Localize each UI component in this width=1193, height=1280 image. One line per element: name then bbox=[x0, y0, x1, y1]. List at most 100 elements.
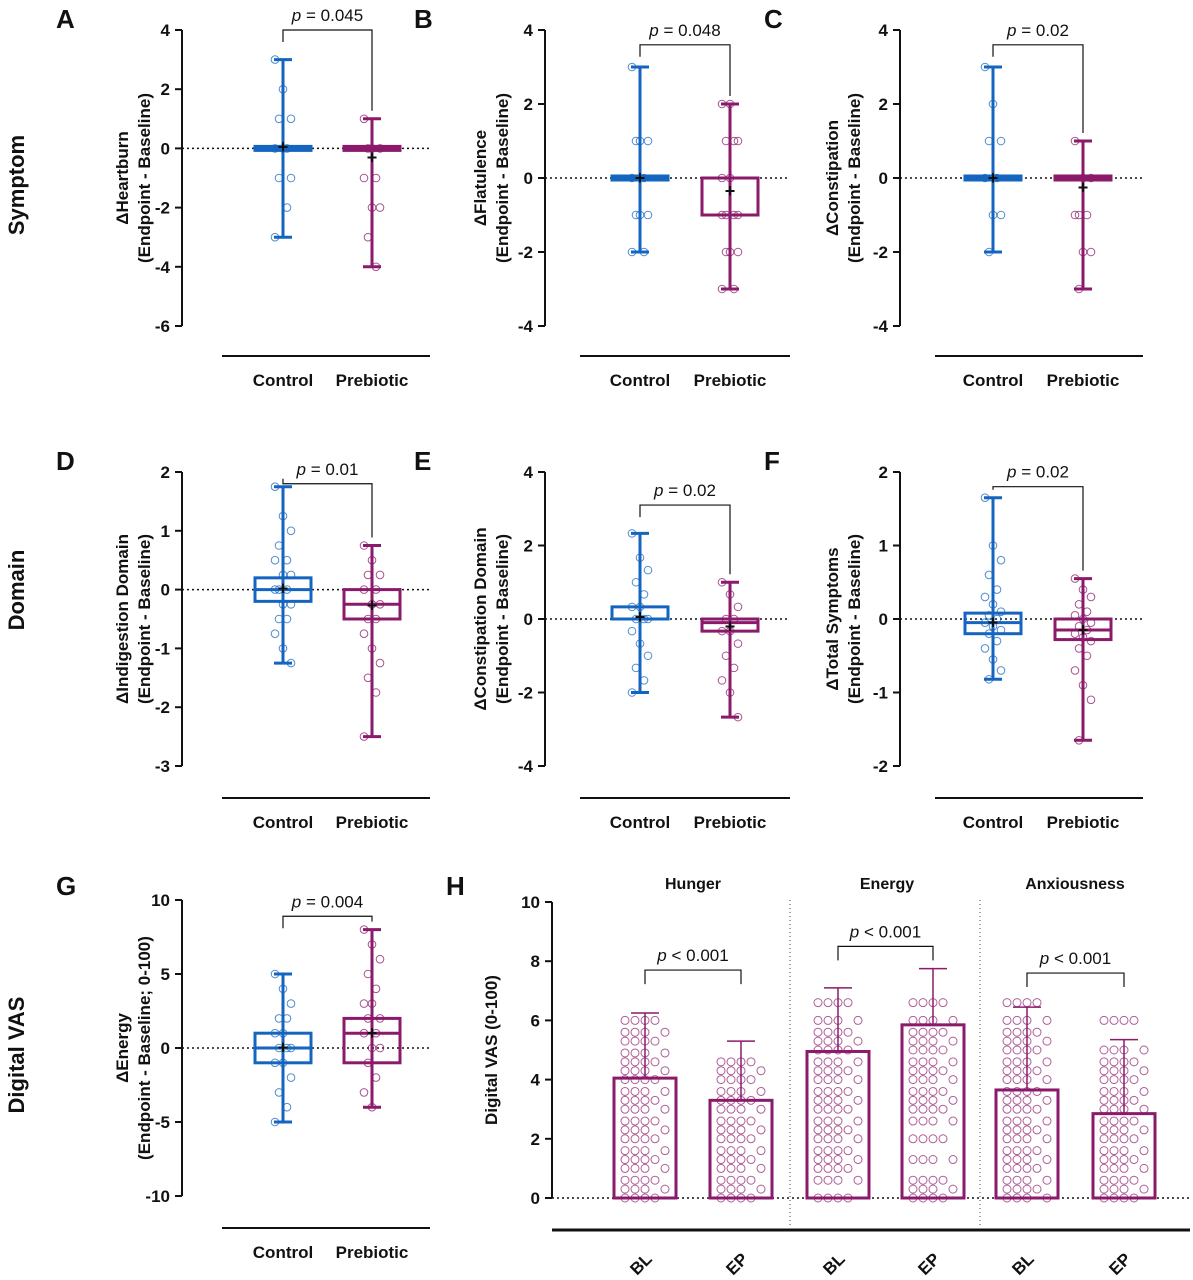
panel-e-constipation-domain: E 4 2 0 -2 -4 ΔConstipation Domain (Endpoint - … bbox=[414, 446, 790, 832]
data-point bbox=[1070, 210, 1080, 220]
data-point bbox=[813, 1125, 823, 1135]
panel-d-indigestion-domain: D 2 1 0 -1 -2 -3 ΔIndigestion Domain (Endpoint -… bbox=[56, 446, 430, 832]
data-point bbox=[980, 618, 990, 627]
data-point bbox=[1109, 1095, 1119, 1105]
data-point bbox=[823, 1175, 833, 1185]
data-point bbox=[733, 639, 743, 648]
data-point bbox=[1002, 1015, 1012, 1025]
data-point bbox=[853, 1116, 863, 1126]
data-point bbox=[823, 1066, 833, 1076]
data-point bbox=[984, 136, 994, 146]
data-point bbox=[729, 210, 739, 220]
data-point bbox=[918, 1095, 928, 1105]
data-point bbox=[736, 1057, 746, 1067]
data-point bbox=[813, 1015, 823, 1025]
data-point bbox=[1022, 1116, 1032, 1126]
data-point bbox=[1022, 1086, 1032, 1096]
data-point bbox=[726, 1104, 736, 1114]
data-point bbox=[1119, 1184, 1129, 1194]
data-point bbox=[853, 1015, 863, 1025]
y-tick-label: -1 bbox=[873, 684, 888, 703]
p-value-label: p < 0.001 bbox=[849, 922, 921, 941]
data-point bbox=[1042, 1134, 1052, 1144]
p-value-label: p = 0.045 bbox=[291, 6, 363, 25]
data-point bbox=[717, 676, 727, 685]
data-point bbox=[918, 1175, 928, 1185]
data-point bbox=[1002, 1146, 1012, 1156]
data-point bbox=[1099, 1125, 1109, 1135]
data-point bbox=[640, 1184, 650, 1194]
data-point bbox=[630, 1086, 640, 1096]
data-point bbox=[1002, 1104, 1012, 1114]
data-point bbox=[270, 555, 280, 565]
p-value-label: p < 0.001 bbox=[656, 946, 728, 965]
data-point bbox=[1012, 1193, 1022, 1203]
data-point bbox=[1022, 1146, 1032, 1156]
data-point bbox=[1002, 1095, 1012, 1105]
y-axis-label: ΔConstipation (Endpoint - Baseline) bbox=[823, 93, 864, 263]
data-point bbox=[359, 999, 369, 1008]
data-point bbox=[908, 1104, 918, 1114]
data-point bbox=[1022, 1175, 1032, 1185]
data-point bbox=[813, 1163, 823, 1173]
data-point bbox=[359, 114, 369, 124]
data-point bbox=[823, 1027, 833, 1037]
bar bbox=[900, 1023, 966, 1200]
data-point bbox=[630, 1066, 640, 1076]
data-point bbox=[833, 1075, 843, 1085]
data-point bbox=[375, 600, 385, 609]
y-tick-label: -4 bbox=[518, 757, 534, 776]
data-point bbox=[286, 1043, 296, 1053]
data-point bbox=[1074, 284, 1084, 294]
data-point bbox=[1086, 695, 1096, 705]
y-axis-label: ΔFlatulence (Endpoint - Baseline) bbox=[471, 93, 512, 263]
data-point bbox=[1012, 1175, 1022, 1185]
data-point bbox=[1119, 1163, 1129, 1173]
data-point bbox=[631, 210, 641, 220]
data-point bbox=[823, 1163, 833, 1173]
data-point bbox=[1109, 1104, 1119, 1114]
data-point bbox=[1032, 1163, 1042, 1173]
data-point bbox=[1119, 1066, 1129, 1076]
data-point bbox=[908, 1155, 918, 1165]
data-point bbox=[938, 1045, 948, 1055]
data-point bbox=[908, 998, 918, 1008]
data-point bbox=[1109, 1066, 1119, 1076]
data-point bbox=[286, 600, 296, 609]
data-point bbox=[725, 99, 735, 109]
data-point bbox=[1078, 680, 1088, 690]
data-point bbox=[620, 1027, 630, 1037]
data-point bbox=[1139, 1086, 1149, 1096]
y-tick-label: 4 bbox=[161, 21, 171, 40]
data-point bbox=[1109, 1146, 1119, 1156]
data-point bbox=[1129, 1155, 1139, 1165]
data-point bbox=[918, 1134, 928, 1144]
data-point bbox=[725, 626, 735, 636]
data-point bbox=[833, 1086, 843, 1096]
data-point bbox=[918, 1057, 928, 1067]
data-point bbox=[716, 1057, 726, 1067]
data-point bbox=[1042, 1095, 1052, 1105]
data-point bbox=[660, 1086, 670, 1096]
data-point bbox=[620, 1015, 630, 1025]
data-point bbox=[1012, 1134, 1022, 1144]
data-point bbox=[630, 1125, 640, 1135]
data-point bbox=[823, 1057, 833, 1067]
data-point bbox=[726, 1163, 736, 1173]
data-point bbox=[620, 1048, 630, 1058]
mean-marker: + bbox=[988, 168, 999, 188]
data-point bbox=[733, 136, 743, 146]
data-point bbox=[650, 1036, 660, 1046]
data-point bbox=[813, 1075, 823, 1085]
data-point bbox=[908, 1184, 918, 1194]
data-point bbox=[736, 1116, 746, 1126]
mean-marker: + bbox=[367, 595, 378, 615]
data-point bbox=[928, 1057, 938, 1067]
data-point bbox=[640, 1125, 650, 1135]
data-point bbox=[270, 482, 280, 492]
data-point bbox=[726, 1095, 736, 1105]
data-point bbox=[1042, 1015, 1052, 1025]
data-point bbox=[1042, 1193, 1052, 1203]
data-point bbox=[1002, 1125, 1012, 1135]
data-point bbox=[726, 1057, 736, 1067]
